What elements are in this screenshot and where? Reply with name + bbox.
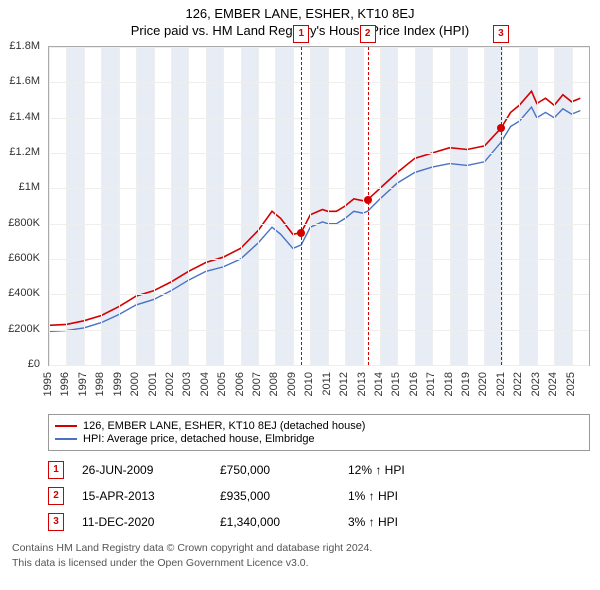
event-marker: 1 bbox=[293, 25, 309, 43]
x-tick-label: 2008 bbox=[268, 372, 280, 396]
y-tick-label: £1.8M bbox=[9, 40, 40, 52]
transaction-pct: 12% ↑ HPI bbox=[348, 463, 468, 477]
x-tick-label: 2023 bbox=[530, 372, 542, 396]
x-tick-label: 2018 bbox=[443, 372, 455, 396]
x-tick-label: 2011 bbox=[321, 372, 333, 396]
y-tick-label: £1.4M bbox=[9, 111, 40, 123]
x-tick-label: 1995 bbox=[42, 372, 54, 396]
y-tick-label: £1.2M bbox=[9, 146, 40, 158]
transaction-marker: 2 bbox=[48, 487, 64, 505]
x-tick-label: 2002 bbox=[164, 372, 176, 396]
x-tick-label: 2003 bbox=[181, 372, 193, 396]
y-axis-labels: £0£200K£400K£600K£800K£1M£1.2M£1.4M£1.6M… bbox=[0, 46, 44, 366]
x-axis-labels: 1995199619971998199920002001200220032004… bbox=[48, 366, 590, 406]
x-tick-label: 2021 bbox=[495, 372, 507, 396]
y-tick-label: £400K bbox=[8, 287, 40, 299]
x-tick-label: 2005 bbox=[216, 372, 228, 396]
legend-item: 126, EMBER LANE, ESHER, KT10 8EJ (detach… bbox=[55, 420, 583, 432]
transaction-row: 3 11-DEC-2020 £1,340,000 3% ↑ HPI bbox=[48, 513, 590, 531]
chart-plot-area: 123 £0£200K£400K£600K£800K£1M£1.2M£1.4M£… bbox=[48, 46, 590, 366]
footer-line1: Contains HM Land Registry data © Crown c… bbox=[12, 541, 590, 556]
x-tick-label: 2017 bbox=[425, 372, 437, 396]
transaction-row: 1 26-JUN-2009 £750,000 12% ↑ HPI bbox=[48, 461, 590, 479]
y-tick-label: £200K bbox=[8, 323, 40, 335]
event-point bbox=[364, 196, 372, 204]
x-tick-label: 2012 bbox=[338, 372, 350, 396]
event-point bbox=[497, 124, 505, 132]
transaction-pct: 1% ↑ HPI bbox=[348, 489, 468, 503]
x-tick-label: 2020 bbox=[477, 372, 489, 396]
event-point bbox=[297, 229, 305, 237]
transaction-marker: 1 bbox=[48, 461, 64, 479]
y-tick-label: £1.6M bbox=[9, 75, 40, 87]
x-tick-label: 2010 bbox=[303, 372, 315, 396]
x-tick-label: 2013 bbox=[356, 372, 368, 396]
legend-swatch bbox=[55, 425, 77, 427]
y-tick-label: £600K bbox=[8, 252, 40, 264]
x-tick-label: 2006 bbox=[234, 372, 246, 396]
chart-plot: 123 bbox=[48, 46, 590, 366]
footer-line2: This data is licensed under the Open Gov… bbox=[12, 556, 590, 571]
x-tick-label: 2000 bbox=[129, 372, 141, 396]
x-tick-label: 2001 bbox=[147, 372, 159, 396]
chart-svg bbox=[49, 47, 589, 365]
legend-item: HPI: Average price, detached house, Elmb… bbox=[55, 433, 583, 445]
chart-footer: Contains HM Land Registry data © Crown c… bbox=[12, 541, 590, 570]
x-tick-label: 1999 bbox=[112, 372, 124, 396]
y-tick-label: £1M bbox=[19, 181, 40, 193]
chart-title-address: 126, EMBER LANE, ESHER, KT10 8EJ bbox=[0, 6, 600, 21]
chart-container: 126, EMBER LANE, ESHER, KT10 8EJ Price p… bbox=[0, 0, 600, 570]
y-tick-label: £800K bbox=[8, 217, 40, 229]
x-tick-label: 2015 bbox=[390, 372, 402, 396]
transaction-date: 11-DEC-2020 bbox=[82, 515, 202, 529]
y-tick-label: £0 bbox=[28, 358, 40, 370]
event-marker: 3 bbox=[493, 25, 509, 43]
x-tick-label: 2014 bbox=[373, 372, 385, 396]
transactions-table: 1 26-JUN-2009 £750,000 12% ↑ HPI 2 15-APR-201… bbox=[48, 461, 590, 531]
transaction-date: 15-APR-2013 bbox=[82, 489, 202, 503]
x-tick-label: 2022 bbox=[512, 372, 524, 396]
legend-label: HPI: Average price, detached house, Elmb… bbox=[83, 433, 315, 445]
transaction-row: 2 15-APR-2013 £935,000 1% ↑ HPI bbox=[48, 487, 590, 505]
x-tick-label: 2024 bbox=[547, 372, 559, 396]
transaction-price: £935,000 bbox=[220, 489, 330, 503]
x-tick-label: 2019 bbox=[460, 372, 472, 396]
event-marker: 2 bbox=[360, 25, 376, 43]
x-tick-label: 2007 bbox=[251, 372, 263, 396]
x-tick-label: 2016 bbox=[408, 372, 420, 396]
x-tick-label: 2025 bbox=[565, 372, 577, 396]
legend-label: 126, EMBER LANE, ESHER, KT10 8EJ (detach… bbox=[83, 420, 365, 432]
x-tick-label: 1997 bbox=[77, 372, 89, 396]
x-tick-label: 2004 bbox=[199, 372, 211, 396]
x-tick-label: 1998 bbox=[94, 372, 106, 396]
x-tick-label: 2009 bbox=[286, 372, 298, 396]
x-tick-label: 1996 bbox=[59, 372, 71, 396]
chart-legend: 126, EMBER LANE, ESHER, KT10 8EJ (detach… bbox=[48, 414, 590, 451]
transaction-price: £1,340,000 bbox=[220, 515, 330, 529]
transaction-date: 26-JUN-2009 bbox=[82, 463, 202, 477]
transaction-marker: 3 bbox=[48, 513, 64, 531]
transaction-price: £750,000 bbox=[220, 463, 330, 477]
transaction-pct: 3% ↑ HPI bbox=[348, 515, 468, 529]
legend-swatch bbox=[55, 438, 77, 440]
